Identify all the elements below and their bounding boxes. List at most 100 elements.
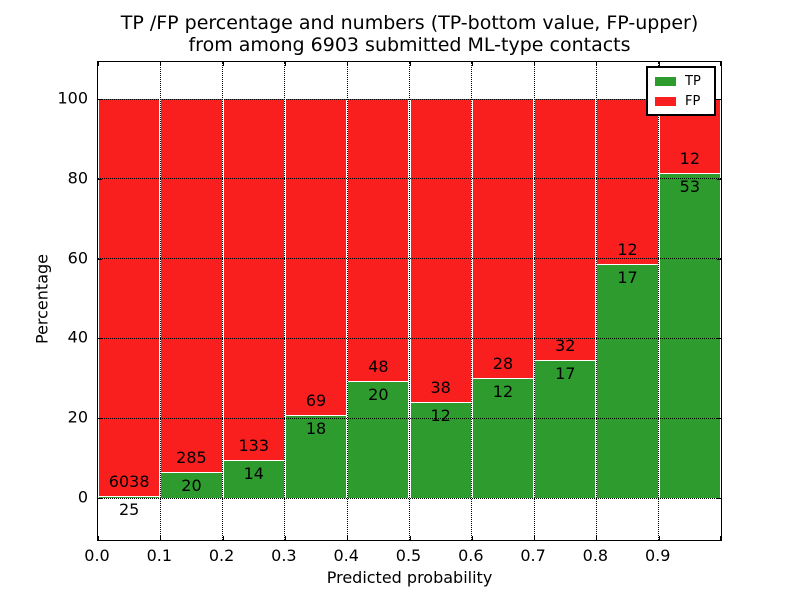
y-tick-mark-right: [717, 258, 721, 260]
gridline-horizontal: [98, 417, 721, 419]
y-tick-label: 0: [77, 487, 88, 507]
tp-count-label: 12: [430, 406, 451, 426]
gridline-horizontal: [98, 178, 721, 180]
chart-title: TP /FP percentage and numbers (TP-bottom…: [97, 12, 722, 56]
tp-count-label: 20: [181, 475, 202, 495]
gridline-vertical: [471, 62, 473, 540]
y-tick-label: 40: [67, 327, 88, 347]
x-tick-mark: [534, 536, 536, 540]
tp-count-label: 12: [492, 382, 514, 402]
y-tick-label: 60: [67, 248, 88, 268]
x-tick-label: 0.7: [520, 546, 546, 565]
tp-segment: [597, 264, 658, 498]
gridline-vertical: [159, 62, 161, 540]
x-tick-label: 0.4: [333, 546, 359, 565]
tp-count-label: 18: [305, 419, 327, 439]
fp-count-label: 38: [430, 378, 451, 398]
fp-count-label: 12: [679, 148, 701, 168]
tp-segment: [99, 496, 160, 498]
tp-count-label: 14: [243, 464, 264, 483]
y-tick-mark: [98, 498, 102, 499]
fp-segment: [535, 99, 596, 360]
bar-0.2-0.3: [222, 99, 285, 498]
tp-segment: [659, 172, 720, 498]
gridline-horizontal: [98, 337, 721, 339]
fp-count-label: 48: [368, 356, 389, 376]
y-tick-label: 80: [67, 168, 88, 188]
gridline-vertical: [346, 62, 348, 540]
x-tick-mark-top: [409, 62, 411, 66]
plot-area: 6038 25 285 20 133 14 69 18 48 20 38 12 28 12 32 17 12 17…: [97, 61, 722, 541]
y-tick-mark-right: [717, 418, 721, 420]
y-tick-label: 20: [67, 407, 88, 427]
x-tick-mark-top: [534, 62, 536, 66]
chart-title-line2: from among 6903 submitted ML-type contac…: [188, 34, 631, 56]
fp-count-label: 69: [305, 391, 327, 411]
tp-count-label: 17: [555, 363, 576, 383]
x-tick-mark: [98, 536, 99, 540]
fp-count-label: 6038: [108, 472, 150, 492]
y-tick-mark: [98, 178, 102, 180]
fp-count-label: 32: [555, 335, 576, 355]
gridline-vertical: [658, 62, 660, 540]
fp-segment: [410, 99, 471, 403]
x-tick-mark-top: [160, 62, 162, 66]
tp-segment: [472, 378, 534, 498]
y-tick-mark-right: [717, 338, 721, 340]
x-tick-label: 0.8: [582, 546, 609, 565]
x-tick-mark-top: [658, 62, 660, 66]
x-tick-mark: [658, 536, 660, 540]
tp-segment: [535, 359, 596, 498]
bar-0.7-0.8: [534, 99, 597, 498]
tp-count-label: 25: [118, 500, 140, 520]
bar-0.8-0.9: [596, 99, 659, 498]
fp-segment: [99, 99, 160, 497]
gridline-horizontal: [98, 258, 721, 260]
tp-segment: [348, 380, 409, 498]
x-tick-mark: [347, 536, 349, 540]
legend-swatch-TP: [655, 76, 676, 86]
x-tick-mark-top: [98, 62, 99, 66]
x-tick-label: 0.9: [644, 546, 671, 565]
tp-count-label: 17: [617, 268, 638, 288]
gridline-vertical: [409, 62, 410, 540]
y-tick-mark: [98, 99, 102, 100]
chart-title-line1: TP /FP percentage and numbers (TP-bottom…: [120, 12, 699, 34]
bar-0.5-0.6: [409, 99, 472, 498]
x-tick-mark-top: [471, 62, 473, 66]
x-tick-mark-top: [222, 62, 224, 66]
legend-swatch-FP: [655, 96, 676, 106]
x-tick-mark: [160, 536, 162, 540]
fp-count-label: 12: [617, 240, 638, 260]
tp-segment: [161, 471, 222, 498]
x-tick-label: 0.6: [458, 546, 484, 565]
legend-entry-TP: TP: [648, 71, 714, 91]
x-axis-label: Predicted probability: [326, 568, 493, 587]
bar-0.3-0.4: [284, 99, 348, 498]
bar-0.6-0.7: [471, 99, 535, 498]
fp-segment: [348, 99, 409, 381]
fp-segment: [161, 99, 222, 472]
tp-segment: [223, 460, 284, 498]
legend-entry-FP: FP: [648, 91, 714, 111]
y-tick-label: 100: [57, 88, 88, 108]
bar-0.9-1.0: [658, 99, 721, 498]
x-tick-mark-top: [720, 62, 721, 66]
gridline-vertical: [284, 62, 286, 540]
fp-segment: [223, 99, 284, 460]
y-tick-mark: [98, 338, 102, 340]
bar-0.1-0.2: [160, 99, 223, 498]
fp-segment: [597, 99, 658, 265]
x-tick-mark: [284, 536, 286, 540]
bar-0.4-0.5: [347, 99, 410, 498]
legend-label-TP: TP: [685, 73, 701, 89]
x-tick-mark-top: [596, 62, 598, 66]
y-tick-mark-right: [717, 498, 721, 499]
gridline-horizontal: [98, 497, 721, 499]
tp-segment: [285, 415, 347, 498]
x-tick-mark: [222, 536, 224, 540]
x-tick-mark: [720, 536, 721, 540]
x-tick-mark-top: [347, 62, 349, 66]
tp-count-label: 53: [679, 176, 701, 196]
fp-segment: [285, 99, 347, 416]
